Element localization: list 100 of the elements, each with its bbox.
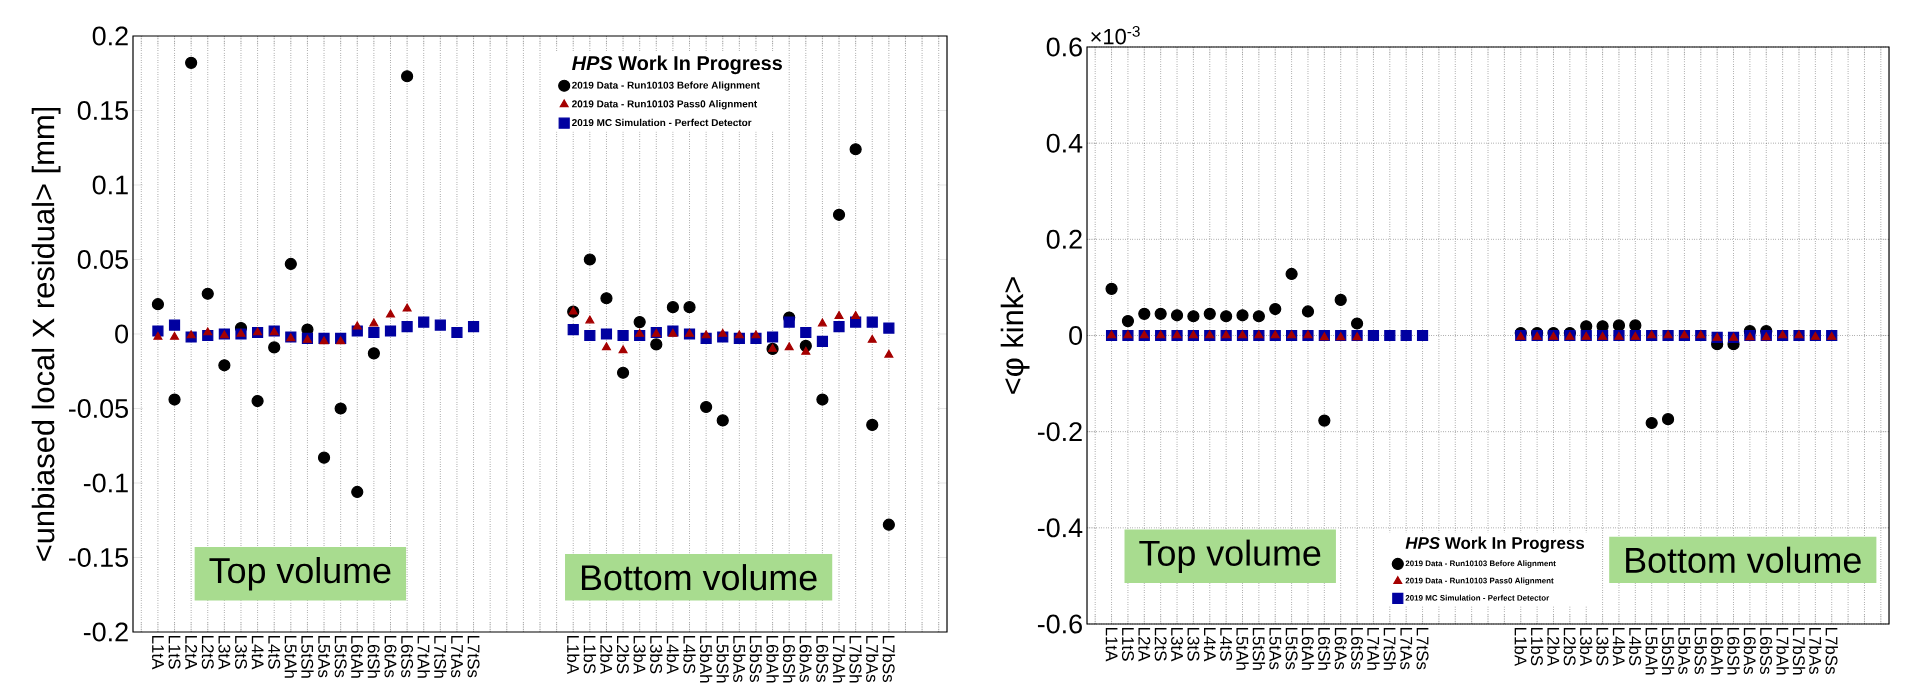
x-tick-label: L2bA <box>1547 627 1560 667</box>
x-tick-label: L2tS <box>1154 627 1167 661</box>
x-tick-label: L7tSs <box>467 635 480 678</box>
x-tick-label: L1bS <box>583 635 597 674</box>
y-tick-label: -0.05 <box>68 398 128 419</box>
x-tick-label: L1bA <box>567 635 580 675</box>
x-tick-label: L7tSh <box>434 635 447 678</box>
y-tick-label: 0.2 <box>1046 229 1082 249</box>
x-tick-label: L4tS <box>1220 627 1233 661</box>
x-tick-label: L2bS <box>616 635 630 674</box>
y-tick-label: 0 <box>1069 325 1083 346</box>
x-tick-label: L4tA <box>251 635 264 670</box>
x-tick-label: L6bAs <box>799 635 813 683</box>
x-tick-label: L5bSh <box>1661 627 1675 675</box>
x-tick-label: L6tAh <box>1301 627 1315 670</box>
x-tick-label: L6bSs <box>816 635 829 683</box>
x-tick-label: L3bA <box>1580 627 1593 667</box>
x-tick-label: L5tSh <box>301 635 314 678</box>
x-tick-label: L5tAs <box>318 635 330 678</box>
x-tick-label: L6bSs <box>1760 627 1773 675</box>
annotation: Top volume <box>1139 539 1321 573</box>
x-tick-label: L3tA <box>1171 627 1184 662</box>
x-tick-label: L7tAs <box>1400 627 1413 670</box>
y-tick-label: 0.2 <box>92 26 128 46</box>
x-tick-label: L4tA <box>1203 627 1216 662</box>
x-tick-label: L5tSh <box>1252 627 1266 670</box>
x-tick-label: L6bAh <box>1710 627 1724 675</box>
x-tick-label: L7tAh <box>1367 627 1380 670</box>
y-axis-title: <φ kink> <box>1000 277 1030 394</box>
x-tick-label: L7bAs <box>1809 627 1822 675</box>
x-tick-label: L1tA <box>1105 627 1118 662</box>
y-axis-title: <unbiased local X residual> [mm] <box>31 107 61 561</box>
x-tick-label: L6bAs <box>1743 627 1757 675</box>
x-tick-label: L7tSs <box>1416 627 1429 670</box>
y-tick-label: 0.4 <box>1046 133 1083 153</box>
x-tick-label: L7tAs <box>451 635 463 678</box>
x-tick-label: L5tAh <box>284 635 298 678</box>
legend-title: HPS Work In Progress <box>1405 536 1585 553</box>
x-tick-label: L5bSs <box>1694 627 1708 675</box>
x-tick-label: L5bAh <box>1645 627 1658 675</box>
y-tick-label: 0.05 <box>77 249 128 270</box>
x-tick-label: L6tAh <box>351 635 364 678</box>
legend-title: HPS Work In Progress <box>572 55 782 75</box>
x-tick-label: L6bSh <box>782 635 796 683</box>
x-tick-label: L1bS <box>1530 627 1544 666</box>
x-tick-label: L7tAh <box>417 635 430 678</box>
x-tick-label: L5tAs <box>1269 627 1282 670</box>
x-tick-label: L6tSs <box>401 635 414 678</box>
y-tick-label: 0.15 <box>77 100 128 121</box>
x-tick-label: L4bA <box>666 635 680 675</box>
x-tick-label: L7bAs <box>866 635 879 683</box>
y-tick-label: 0 <box>115 324 129 344</box>
x-tick-label: L1tS <box>168 635 181 669</box>
x-tick-label: L3bS <box>650 635 663 674</box>
annotation: Bottom volume <box>1626 546 1861 573</box>
x-tick-label: L5tSs <box>334 635 347 678</box>
x-tick-label: L2tS <box>201 635 214 669</box>
x-tick-label: L6bSh <box>1727 627 1740 675</box>
x-tick-label: L1bA <box>1514 627 1527 667</box>
y-tick-label: 0.6 <box>1046 37 1082 57</box>
x-tick-label: L5bSs <box>749 635 763 683</box>
x-tick-label: L3tS <box>1187 627 1200 661</box>
x-tick-label: L7bSs <box>1825 627 1838 675</box>
y-tick-label: -0.2 <box>1037 422 1082 442</box>
x-tick-label: L5bSh <box>716 635 729 683</box>
y-tick-label: -0.6 <box>1037 614 1082 634</box>
x-tick-label: L6tAs <box>1334 627 1347 670</box>
x-tick-label: L6bAh <box>766 635 779 683</box>
x-tick-label: L5bAs <box>733 635 746 683</box>
legend-label: 2019 Data - Run10103 Before Alignment <box>572 81 760 91</box>
x-tick-label: L7bSh <box>849 635 862 683</box>
annotation: Bottom volume <box>581 564 817 591</box>
x-tick-label: L5bAh <box>699 635 713 683</box>
x-tick-label: L2tA <box>185 635 198 670</box>
x-tick-label: L5tSs <box>1285 627 1298 670</box>
legend-label: 2019 MC Simulation - Perfect Detector <box>572 118 752 127</box>
x-tick-label: L2bS <box>1563 627 1577 666</box>
x-tick-label: L6tSh <box>367 635 381 678</box>
x-tick-label: L7bAh <box>832 635 846 683</box>
x-tick-label: L7bAh <box>1776 627 1789 675</box>
y-tick-label: -0.1 <box>83 473 128 493</box>
x-tick-label: L4bA <box>1612 627 1626 667</box>
x-tick-label: L7bSh <box>1792 627 1806 675</box>
x-tick-label: L5bAs <box>1678 627 1691 675</box>
y-tick-label: -0.4 <box>1037 518 1083 538</box>
x-tick-label: L3bA <box>633 635 646 675</box>
x-tick-label: L7bSs <box>882 635 896 683</box>
x-tick-label: L6tSh <box>1318 627 1331 670</box>
x-tick-label: L2tA <box>1138 627 1151 662</box>
x-tick-label: L1tS <box>1121 627 1134 661</box>
x-tick-label: L3tA <box>218 635 231 670</box>
x-tick-label: L7tSh <box>1383 627 1397 670</box>
x-tick-label: L3tS <box>234 635 247 669</box>
y-tick-label: 0.1 <box>92 175 128 195</box>
x-tick-label: L2bA <box>600 635 613 675</box>
x-tick-label: L6tAs <box>384 635 397 678</box>
x-tick-label: L4bS <box>683 635 696 674</box>
x-tick-label: L5tAh <box>1236 627 1249 670</box>
annotation: Top volume <box>209 556 391 591</box>
y-tick-label: -0.2 <box>83 622 128 642</box>
